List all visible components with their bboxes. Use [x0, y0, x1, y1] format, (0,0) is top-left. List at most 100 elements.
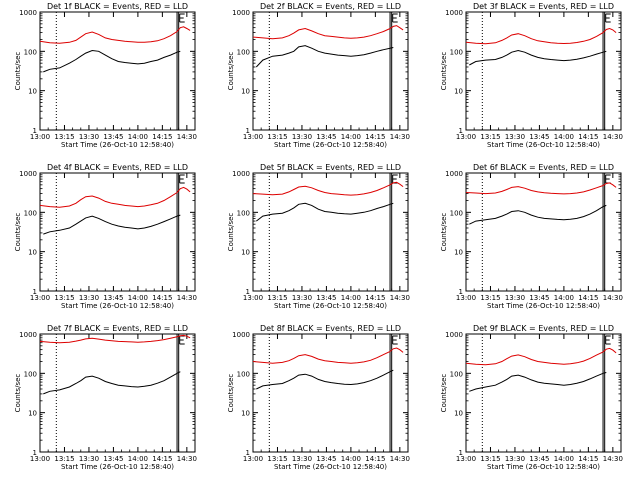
- x-tick-label: 14:15: [152, 455, 172, 463]
- x-tick-label: 13:45: [316, 133, 336, 141]
- x-tick-label: 14:00: [554, 294, 574, 302]
- detector-panel: Det 9f BLACK = Events, RED = LLD 1 10 100 10…: [440, 324, 623, 471]
- panel-title: Det 7f BLACK = Events, RED = LLD: [47, 324, 188, 333]
- x-tick-label: 14:15: [365, 133, 385, 141]
- x-tick-label: 13:30: [505, 294, 525, 302]
- plot-frame: [252, 11, 409, 131]
- x-tick-label: 13:30: [79, 455, 99, 463]
- lld-series-line: [465, 27, 617, 45]
- panel-title: Det 2f BLACK = Events, RED = LLD: [260, 2, 401, 11]
- e-marker-icon: [179, 13, 185, 23]
- x-tick-label: 14:15: [365, 294, 385, 302]
- x-axis-label: Start Time (26-Oct-10 12:58:40): [487, 141, 600, 149]
- events-series-line: [43, 371, 181, 395]
- y-tick-label: 1: [246, 127, 250, 135]
- y-tick-label: 10: [241, 88, 250, 96]
- x-tick-label: 13:45: [103, 455, 123, 463]
- y-tick-label: 1: [459, 288, 463, 296]
- x-tick-label: 13:30: [79, 133, 99, 141]
- y-tick-label: 100: [24, 48, 37, 56]
- x-tick-label: 13:30: [505, 133, 525, 141]
- lld-series-line: [252, 25, 404, 40]
- y-tick-label: 100: [450, 209, 463, 217]
- y-tick-label: 1000: [19, 331, 37, 339]
- events-series-line: [255, 202, 394, 222]
- detector-panel: Det 2f BLACK = Events, RED = LLD 1 10 100 10…: [227, 2, 410, 149]
- detector-panel: Det 6f BLACK = Events, RED = LLD 1 10 100 10…: [440, 163, 623, 310]
- y-axis-label: Counts/sec: [14, 374, 22, 413]
- x-tick-label: 13:15: [267, 455, 287, 463]
- e-marker-icon: [392, 13, 398, 23]
- events-series-line: [256, 369, 394, 390]
- e-marker-icon: [605, 13, 611, 23]
- x-axis-label: Start Time (26-Oct-10 12:58:40): [487, 463, 600, 471]
- x-tick-label: 14:30: [177, 133, 197, 141]
- plot-frame: [252, 333, 409, 453]
- plot-frame: [465, 11, 622, 131]
- panel-title: Det 3f BLACK = Events, RED = LLD: [473, 2, 614, 11]
- plot-frame: [465, 172, 622, 292]
- e-marker-icon: [605, 335, 611, 345]
- events-series-line: [469, 204, 607, 225]
- x-tick-label: 14:30: [177, 294, 197, 302]
- x-axis-label: Start Time (26-Oct-10 12:58:40): [274, 302, 387, 310]
- y-tick-label: 1: [33, 288, 37, 296]
- y-tick-label: 10: [28, 410, 37, 418]
- y-axis-label: Counts/sec: [227, 374, 235, 413]
- x-tick-label: 14:30: [177, 455, 197, 463]
- x-tick-label: 13:15: [54, 294, 74, 302]
- x-tick-label: 13:30: [505, 455, 525, 463]
- x-tick-label: 13:00: [243, 294, 263, 302]
- events-series-line: [43, 49, 181, 73]
- x-tick-label: 13:00: [243, 133, 263, 141]
- y-tick-label: 1000: [232, 170, 250, 178]
- panel-title: Det 1f BLACK = Events, RED = LLD: [47, 2, 188, 11]
- x-axis-label: Start Time (26-Oct-10 12:58:40): [61, 141, 174, 149]
- x-tick-label: 13:15: [480, 133, 500, 141]
- x-tick-label: 14:15: [152, 294, 172, 302]
- x-tick-label: 13:15: [267, 133, 287, 141]
- y-tick-label: 10: [241, 249, 250, 257]
- x-axis-label: Start Time (26-Oct-10 12:58:40): [61, 302, 174, 310]
- panel-title: Det 8f BLACK = Events, RED = LLD: [260, 324, 401, 333]
- x-tick-label: 14:00: [128, 455, 148, 463]
- x-tick-label: 13:45: [529, 133, 549, 141]
- x-tick-label: 14:30: [390, 455, 410, 463]
- y-axis-label: Counts/sec: [227, 213, 235, 252]
- x-tick-label: 13:45: [529, 294, 549, 302]
- y-tick-label: 10: [454, 88, 463, 96]
- detector-panel: Det 8f BLACK = Events, RED = LLD 1 10 100 10…: [227, 324, 410, 471]
- y-tick-label: 1: [33, 449, 37, 457]
- y-tick-label: 100: [24, 370, 37, 378]
- y-tick-label: 10: [454, 249, 463, 257]
- panel-title: Det 9f BLACK = Events, RED = LLD: [473, 324, 614, 333]
- lld-series-line: [39, 26, 191, 44]
- y-tick-label: 1000: [445, 170, 463, 178]
- y-tick-label: 1: [246, 288, 250, 296]
- y-tick-label: 1000: [445, 331, 463, 339]
- x-tick-label: 13:00: [243, 455, 263, 463]
- y-axis-label: Counts/sec: [440, 52, 448, 91]
- x-tick-label: 13:15: [54, 133, 74, 141]
- events-series-line: [469, 49, 607, 66]
- x-tick-label: 14:00: [341, 455, 361, 463]
- x-tick-label: 13:00: [30, 133, 50, 141]
- x-tick-label: 14:30: [603, 133, 623, 141]
- detector-panel: Det 4f BLACK = Events, RED = LLD 1 10 100 10…: [14, 163, 197, 310]
- lld-series-line: [465, 347, 617, 366]
- x-tick-label: 14:00: [341, 294, 361, 302]
- x-tick-label: 13:15: [54, 455, 74, 463]
- x-tick-label: 14:00: [128, 133, 148, 141]
- x-tick-label: 13:00: [456, 294, 476, 302]
- plot-frame: [252, 172, 409, 292]
- y-axis-label: Counts/sec: [227, 52, 235, 91]
- y-tick-label: 100: [24, 209, 37, 217]
- x-tick-label: 14:00: [341, 133, 361, 141]
- lld-series-line: [252, 347, 404, 364]
- x-tick-label: 13:15: [480, 294, 500, 302]
- x-tick-label: 14:00: [128, 294, 148, 302]
- events-series-line: [469, 372, 607, 392]
- x-tick-label: 13:00: [30, 294, 50, 302]
- x-tick-label: 13:00: [30, 455, 50, 463]
